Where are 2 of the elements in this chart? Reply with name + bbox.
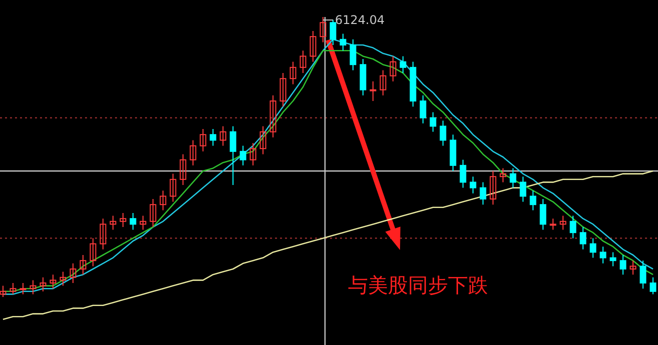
annotation: 与美股同步下跌	[348, 273, 488, 297]
annotation: 6124.04	[335, 13, 385, 27]
